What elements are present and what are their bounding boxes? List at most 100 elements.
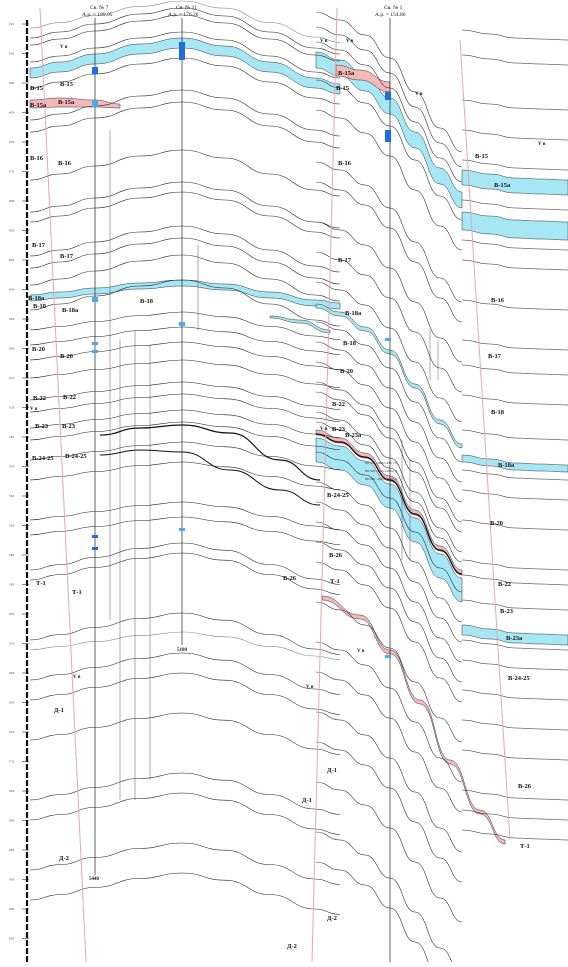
horizon-line <box>461 574 568 586</box>
horizon-line <box>461 54 568 66</box>
horizon-line <box>461 719 568 731</box>
well-7-name: Св. № 7 <box>90 5 109 11</box>
layer-label: В-20 <box>60 353 73 360</box>
layer-label: В-20 <box>340 368 353 375</box>
horizon-line <box>315 251 463 393</box>
marker-label: V в <box>306 685 314 690</box>
horizon-line <box>29 359 341 388</box>
horizon-line <box>29 237 341 285</box>
horizon-line <box>29 14 341 62</box>
horizon-line <box>461 559 568 571</box>
marker-line-top <box>29 0 341 43</box>
horizon-line <box>29 772 341 815</box>
depth-tick-label: 4600 <box>9 82 15 85</box>
layer-label: В-15а <box>494 182 511 189</box>
depth-tick-label: 5050 <box>9 348 15 351</box>
layer-label: В-24-25 <box>32 455 54 462</box>
layer-label: В-26 <box>283 575 297 582</box>
layer-label: В-23 <box>500 608 514 615</box>
horizon-line <box>461 809 568 821</box>
horizon-line <box>29 842 341 885</box>
layer-label: В-16 <box>30 155 44 162</box>
marker-label: V в <box>320 427 328 432</box>
horizon-line <box>29 409 341 438</box>
layer-label: В-23а <box>345 432 362 439</box>
horizon-line <box>461 749 568 761</box>
layer-label: В-22 <box>63 394 76 401</box>
depth-tick-label: 4550 <box>9 53 15 56</box>
horizon-line <box>315 601 463 743</box>
layer-label: В-18а <box>498 462 515 469</box>
horizon-line <box>29 672 341 715</box>
horizon-line <box>29 501 341 530</box>
horizon-line <box>461 519 568 531</box>
layer-label: Д-2 <box>59 855 69 862</box>
horizon-line <box>29 326 341 355</box>
layer-label: В-18а <box>345 310 362 317</box>
horizon-line <box>29 341 341 370</box>
horizon-line <box>461 339 568 351</box>
boundary-line-2 <box>311 7 338 963</box>
sand-b18a-panel3 <box>315 303 463 449</box>
layer-label: Д-2 <box>327 915 337 922</box>
layer-label: В-24-25 <box>65 453 87 460</box>
perforation-mark <box>385 338 391 341</box>
horizon-line <box>461 159 568 171</box>
depth-tick-label: 5350 <box>9 525 15 528</box>
horizon-line <box>29 872 341 915</box>
horizon-bold-b24 <box>99 449 321 506</box>
horizon-line <box>29 381 341 410</box>
horizon-line <box>461 489 568 501</box>
depth-tick-label: 5900 <box>9 849 15 852</box>
perforation-mark <box>179 42 185 60</box>
layer-label: В-18а <box>62 307 79 314</box>
depth-tick-label: 4800 <box>9 200 15 203</box>
horizon-line <box>461 639 568 651</box>
sand-b23a-panel4 <box>461 624 568 646</box>
perforation-mark <box>92 547 98 550</box>
perforation-mark <box>179 528 185 531</box>
horizon-line <box>315 831 456 967</box>
layer-label: В-23 <box>332 426 346 433</box>
layer-label: Т-1 <box>520 843 530 850</box>
layer-label: В-18 <box>491 409 505 416</box>
layer-label: В-18 <box>343 340 357 347</box>
horizon-line <box>315 641 463 783</box>
marker-label: V в <box>73 675 81 680</box>
layer-label: В-16 <box>491 297 505 304</box>
horizon-line <box>461 199 568 211</box>
layer-label: В-15 <box>475 153 489 160</box>
test-record: ИП МП - 4806.5-4821 (3) <box>365 461 397 465</box>
layer-label: В-16 <box>58 160 72 167</box>
sand-b15-panel4 <box>461 169 568 196</box>
horizon-line <box>315 521 463 663</box>
depth-tick-label: 5850 <box>9 820 15 823</box>
layer-label: В-26 <box>518 783 532 790</box>
layer-label: В-17 <box>338 257 352 264</box>
horizon-line <box>461 99 568 111</box>
horizon-line <box>29 7 341 55</box>
layer-label: В-23а <box>506 635 523 642</box>
depth-tick-label: 4650 <box>9 112 15 115</box>
perforation-mark <box>179 322 185 326</box>
layer-label: В-20 <box>490 520 503 527</box>
depth-tick-label: 5450 <box>9 584 15 587</box>
horizon-line <box>461 689 568 701</box>
horizon-line <box>461 259 568 271</box>
depth-scale: 4500 4550 4600 4650 4700 4750 4800 4850 4900 4950… <box>9 20 29 962</box>
horizon-line <box>29 225 341 273</box>
layer-label: Д-1 <box>327 767 337 774</box>
perforation-mark <box>92 67 98 74</box>
layer-label: В-20 <box>32 346 45 353</box>
perforation-mark <box>385 130 391 142</box>
layer-label: В-23 <box>62 423 76 430</box>
layer-label: Д-1 <box>302 797 312 804</box>
depth-tick-label: 5150 <box>9 407 15 410</box>
layer-label: В-15а <box>338 70 355 77</box>
horizon-line <box>29 279 341 327</box>
horizon-line <box>29 461 341 490</box>
layer-label: Т-1 <box>36 580 46 587</box>
well-1-name: Св. № 1 <box>384 5 403 11</box>
horizon-line <box>29 393 341 422</box>
